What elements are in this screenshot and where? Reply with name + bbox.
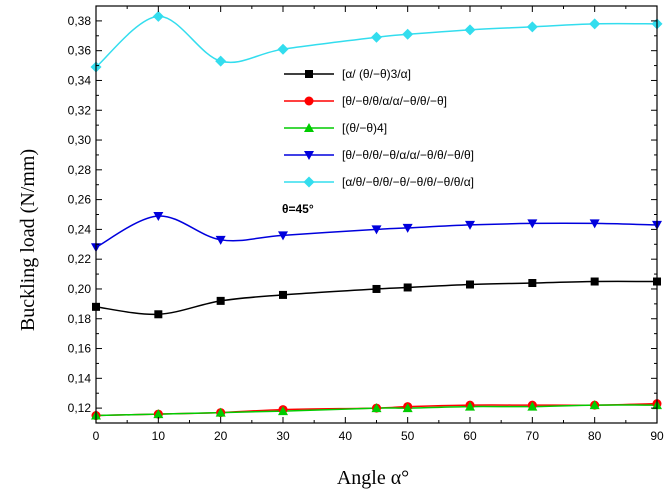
x-tick-label: 40 <box>339 429 353 443</box>
data-point-series-3 <box>371 403 382 413</box>
legend-swatch-marker <box>304 96 314 106</box>
data-point-series-1 <box>590 277 599 286</box>
x-tick-label: 30 <box>276 429 290 443</box>
y-tick-label: 0,26 <box>68 193 92 207</box>
y-tick-label: 0,16 <box>68 342 92 356</box>
x-tick-label: 50 <box>401 429 415 443</box>
data-point-series-1 <box>466 280 474 289</box>
y-tick-label: 0,28 <box>68 163 92 177</box>
y-tick-label: 0,34 <box>68 73 92 87</box>
data-point-series-4 <box>215 235 226 245</box>
y-tick-label: 0,14 <box>68 371 92 385</box>
y-tick-label: 0,36 <box>68 44 92 58</box>
legend-label: [θ/−θ/θ/α/α/−θ/θ/−θ] <box>342 94 447 108</box>
x-tick-label: 10 <box>152 429 166 443</box>
data-point-series-1 <box>403 283 412 292</box>
y-tick-label: 0,20 <box>68 282 92 296</box>
tick-labels: 0 10 20 30 40 50 60 70 80 90 0,12 0,14 0,16 0,18 0,20 0… <box>68 14 664 443</box>
y-tick-label: 0,30 <box>68 133 92 147</box>
legend: [α/ (θ/−θ)3/α] [θ/−θ/θ/α/α/−θ/θ/−θ] [(θ/−θ… <box>284 67 474 189</box>
series-line-3 <box>95 404 658 417</box>
legend-label: [(θ/−θ)4] <box>342 121 387 135</box>
series-line-4 <box>95 215 658 248</box>
x-tick-label: 0 <box>93 429 100 443</box>
legend-swatch-marker <box>303 176 315 188</box>
data-point-series-4 <box>465 220 475 230</box>
data-point-series-5 <box>277 43 289 55</box>
x-tick-label: 20 <box>214 429 228 443</box>
data-point-series-3 <box>215 407 226 417</box>
legend-swatch-marker <box>304 151 314 160</box>
y-tick-label: 0,38 <box>68 14 92 28</box>
data-point-series-1 <box>528 279 537 288</box>
theta-annotation: θ=45° <box>282 202 314 216</box>
data-point-series-3 <box>278 406 288 416</box>
data-point-series-3 <box>589 400 600 410</box>
data-point-series-5 <box>402 28 414 40</box>
y-tick-label: 0,18 <box>68 312 92 326</box>
series-line-1 <box>95 280 658 316</box>
data-point-series-5 <box>215 55 227 67</box>
data-point-series-4 <box>278 231 288 241</box>
data-point-series-5 <box>526 21 538 33</box>
axis-ticks <box>95 5 658 424</box>
data-point-series-3 <box>402 403 413 413</box>
data-point-series-4 <box>153 211 164 221</box>
data-point-series-3 <box>527 401 538 411</box>
legend-swatch-marker <box>305 70 313 78</box>
y-tick-label: 0,24 <box>68 222 92 236</box>
x-tick-label: 90 <box>650 429 664 443</box>
data-point-series-3 <box>153 409 164 419</box>
legend-label: [θ/−θ/θ/−θ/α/α/−θ/θ/−θ/θ] <box>342 148 474 162</box>
data-point-series-4 <box>402 223 413 233</box>
x-axis-label: Angle α° <box>337 467 409 489</box>
data-point-series-1 <box>279 290 287 299</box>
x-tick-label: 60 <box>463 429 477 443</box>
data-point-series-4 <box>589 219 600 229</box>
data-point-series-5 <box>589 18 601 30</box>
data-point-series-5 <box>464 24 476 36</box>
legend-label: [α/ (θ/−θ)3/α] <box>342 67 411 81</box>
data-point-series-5 <box>371 31 382 43</box>
data-point-series-4 <box>527 219 538 229</box>
y-tick-label: 0,32 <box>68 103 92 117</box>
y-tick-label: 0,22 <box>68 252 92 266</box>
y-axis-label: Buckling load (N/mm) <box>17 149 39 331</box>
data-point-series-1 <box>216 296 225 305</box>
legend-swatch-marker <box>304 123 314 132</box>
x-tick-label: 80 <box>588 429 602 443</box>
y-tick-label: 0,12 <box>68 401 92 415</box>
data-point-series-5 <box>152 10 164 22</box>
data-point-series-3 <box>465 401 475 411</box>
data-point-series-4 <box>371 225 382 235</box>
x-tick-label: 70 <box>526 429 540 443</box>
legend-label: [α/θ/−θ/θ/−θ/−θ/θ/−θ/θ/α] <box>342 175 474 189</box>
data-point-series-1 <box>154 310 163 319</box>
data-point-series-1 <box>372 284 381 293</box>
